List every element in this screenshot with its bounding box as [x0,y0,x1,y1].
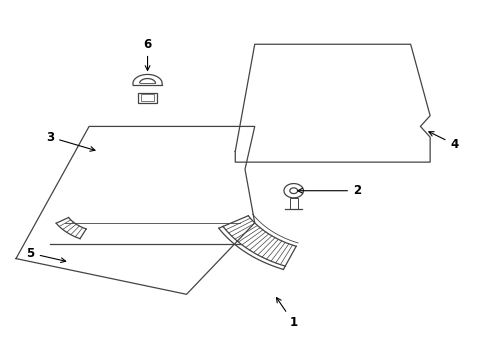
Text: 5: 5 [26,247,66,262]
Bar [141,94,154,101]
Text: 2: 2 [298,184,361,197]
Text: 1: 1 [276,298,298,329]
Text: 3: 3 [46,131,95,151]
Text: 6: 6 [144,38,152,71]
Bar [290,198,297,209]
Text: 4: 4 [429,132,459,151]
Bar [138,93,157,103]
